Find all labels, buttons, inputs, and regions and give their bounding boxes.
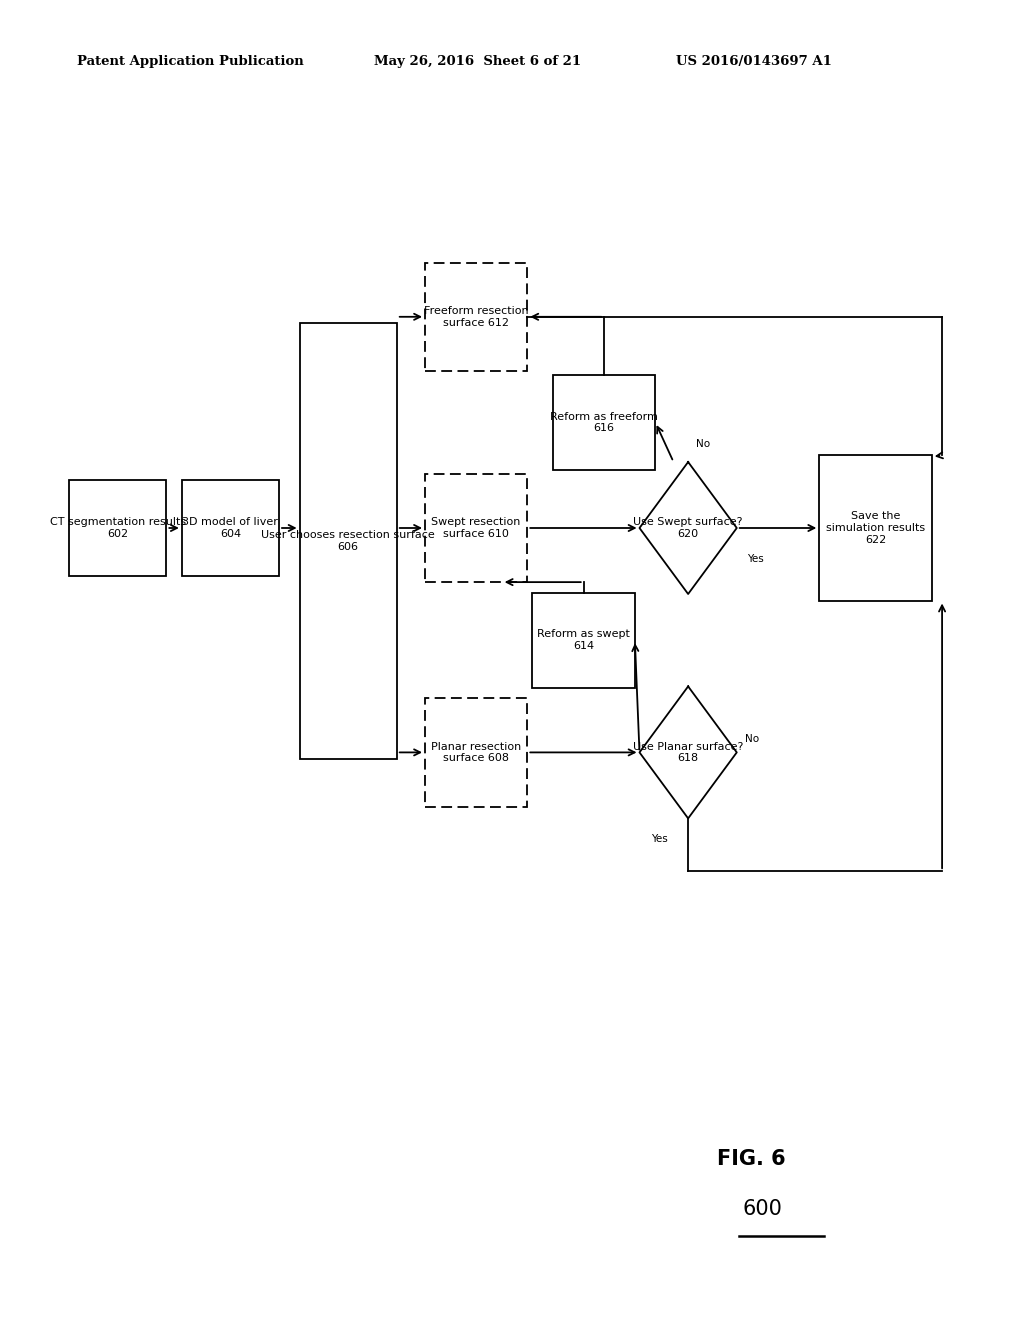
Text: Use Swept surface?
620: Use Swept surface? 620 xyxy=(634,517,742,539)
Bar xyxy=(425,474,527,582)
Text: Use Planar surface?
618: Use Planar surface? 618 xyxy=(633,742,743,763)
Bar xyxy=(425,698,527,807)
Text: User chooses resection surface
606: User chooses resection surface 606 xyxy=(261,531,435,552)
Text: Reform as swept
614: Reform as swept 614 xyxy=(538,630,630,651)
Text: No: No xyxy=(696,438,711,449)
Text: Freeform resection
surface 612: Freeform resection surface 612 xyxy=(424,306,528,327)
Text: 3D model of liver
604: 3D model of liver 604 xyxy=(182,517,279,539)
Bar xyxy=(553,375,655,470)
Bar xyxy=(532,593,635,688)
Text: FIG. 6: FIG. 6 xyxy=(717,1148,785,1170)
Text: CT segmentation results
602: CT segmentation results 602 xyxy=(50,517,185,539)
Bar xyxy=(70,480,166,576)
Text: 600: 600 xyxy=(742,1199,782,1218)
Text: US 2016/0143697 A1: US 2016/0143697 A1 xyxy=(676,55,831,69)
Text: Yes: Yes xyxy=(748,554,764,565)
Text: Save the
simulation results
622: Save the simulation results 622 xyxy=(826,511,925,545)
Text: Planar resection
surface 608: Planar resection surface 608 xyxy=(431,742,521,763)
Text: Patent Application Publication: Patent Application Publication xyxy=(77,55,303,69)
Bar xyxy=(425,263,527,371)
Bar xyxy=(300,323,397,759)
Text: Swept resection
surface 610: Swept resection surface 610 xyxy=(431,517,521,539)
Text: Reform as freeform
616: Reform as freeform 616 xyxy=(550,412,658,433)
Bar xyxy=(182,480,279,576)
Bar xyxy=(819,455,932,601)
Text: May 26, 2016  Sheet 6 of 21: May 26, 2016 Sheet 6 of 21 xyxy=(374,55,581,69)
Text: No: No xyxy=(745,734,759,744)
Text: Yes: Yes xyxy=(650,834,668,845)
